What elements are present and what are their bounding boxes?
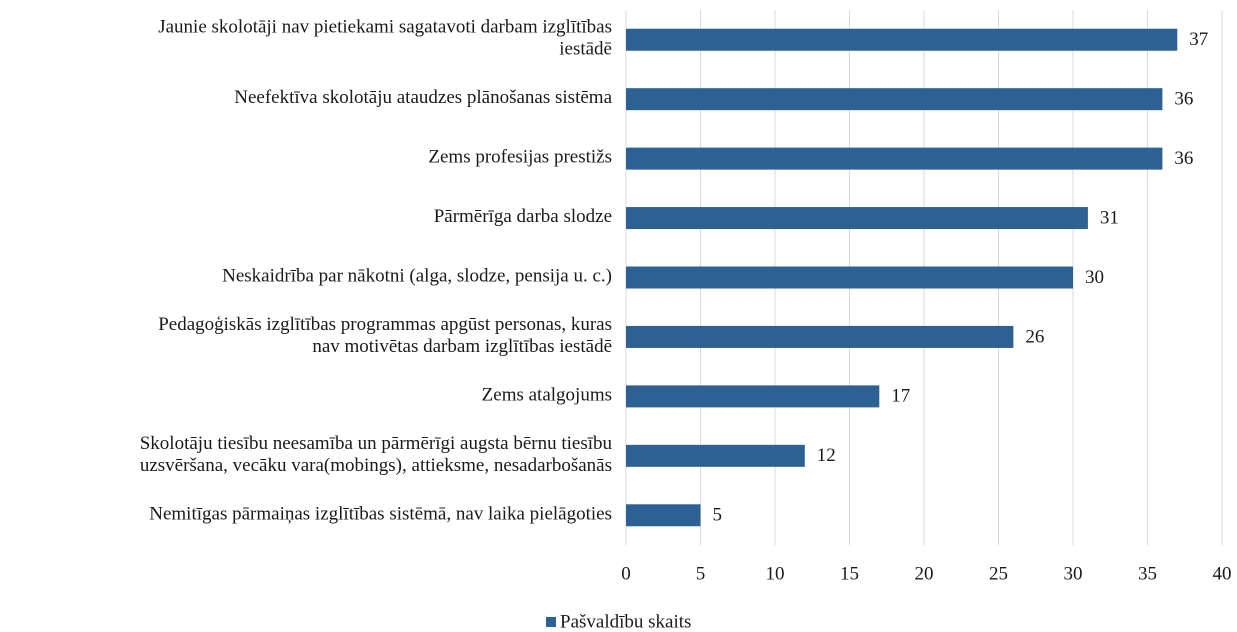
x-tick-label: 15 [840,563,859,584]
data-label: 37 [1189,29,1208,50]
bar [626,504,701,527]
y-tick-label: Zems atalgojums [482,385,612,406]
data-label: 17 [891,386,910,407]
y-tick-label: Skolotāju tiesību neesamība un pārmērīgi… [140,433,613,476]
data-label: 12 [817,445,836,466]
data-label: 36 [1174,89,1193,110]
data-label: 36 [1174,148,1193,169]
y-tick-label: Nemitīgas pārmaiņas izglītības sistēmā, … [149,504,612,525]
y-tick-label: Pārmērīga darba slodze [434,206,612,227]
y-tick-label-line: Pedagoģiskās izglītības programmas apgūs… [158,314,612,335]
y-tick-label: Pedagoģiskās izglītības programmas apgūs… [158,314,612,357]
x-tick-label: 40 [1213,563,1232,584]
bar [626,88,1163,111]
data-label: 31 [1100,207,1119,228]
x-tick-label: 10 [766,563,785,584]
y-tick-label: Neefektīva skolotāju ataudzes plānošanas… [234,88,612,109]
bar [626,207,1088,230]
x-tick-label: 5 [696,563,706,584]
y-tick-label-line: Zems profesijas prestižs [428,147,612,168]
y-tick-label-line: Nemitīgas pārmaiņas izglītības sistēmā, … [149,504,612,525]
legend-swatch [546,617,556,627]
y-tick-label-line: nav motivētas darbam izglītības iestādē [312,336,612,357]
bar [626,385,880,408]
legend-label: Pašvaldību skaits [560,611,691,632]
x-tick-label: 25 [989,563,1008,584]
y-tick-label-line: iestādē [559,39,612,60]
bar [626,266,1073,289]
bar [626,325,1014,348]
bar [626,147,1163,170]
y-tick-label-line: Skolotāju tiesību neesamība un pārmērīgi… [140,433,613,454]
y-tick-label: Zems profesijas prestižs [428,147,612,168]
y-tick-label: Jaunie skolotāji nav pietiekami sagatavo… [158,17,612,60]
data-label: 5 [713,505,723,526]
data-label: 26 [1025,326,1044,347]
y-tick-label-line: Neefektīva skolotāju ataudzes plānošanas… [234,88,612,109]
x-tick-label: 30 [1064,563,1083,584]
bar [626,444,805,467]
data-label: 30 [1085,267,1104,288]
y-tick-label-line: Jaunie skolotāji nav pietiekami sagatavo… [158,17,612,38]
y-tick-label-line: Pārmērīga darba slodze [434,206,612,227]
x-tick-label: 35 [1138,563,1157,584]
x-tick-label: 20 [915,563,934,584]
y-tick-label-line: Neskaidrība par nākotni (alga, slodze, p… [222,266,612,287]
y-tick-label-line: Zems atalgojums [482,385,612,406]
bar [626,28,1178,51]
x-tick-label: 0 [621,563,631,584]
y-tick-label-line: uzsvēršana, vecāku vara(mobings), attiek… [140,455,612,476]
y-tick-label: Neskaidrība par nākotni (alga, slodze, p… [222,266,612,287]
